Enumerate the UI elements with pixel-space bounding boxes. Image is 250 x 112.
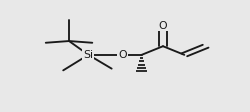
Text: Si: Si (84, 50, 94, 60)
Text: O: O (118, 50, 127, 60)
Text: O: O (159, 20, 167, 30)
